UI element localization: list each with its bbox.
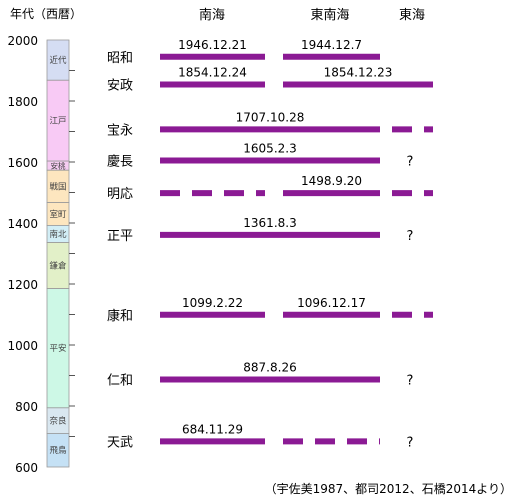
- y-tick-label: 1400: [7, 217, 38, 231]
- event-date-label: 887.8.26: [243, 360, 296, 374]
- y-tick-label: 1800: [7, 95, 38, 109]
- y-tick-label: 1600: [7, 156, 38, 170]
- y-axis-title: 年代（西暦）: [10, 7, 82, 21]
- era-label-明応: 明応: [107, 187, 133, 202]
- period-label: 平安: [49, 343, 66, 354]
- era-label-宝永: 宝永: [107, 123, 133, 138]
- event-date-label: 1099.2.22: [182, 296, 243, 310]
- y-tick-label: 600: [15, 461, 38, 475]
- source-note: （宇佐美1987、都司2012、石橋2014より）: [265, 482, 512, 496]
- event-date-label: 1946.12.21: [178, 38, 247, 52]
- era-label-正平: 正平: [107, 229, 133, 244]
- y-tick-label: 1000: [7, 339, 38, 353]
- event-date-label: 1605.2.3: [243, 141, 296, 155]
- event-date-label: 1944.12.7: [301, 38, 362, 52]
- period-label: 鎌倉: [49, 261, 67, 272]
- unknown-marker: ?: [407, 154, 414, 169]
- column-headers: 南海 東南海 東海: [199, 7, 425, 23]
- event-date-label: 1854.12.24: [178, 66, 247, 80]
- period-飛鳥: [46, 433, 70, 468]
- column-header-東海: 東海: [399, 7, 425, 23]
- period-label: 奈良: [49, 416, 67, 427]
- period-label: 南北: [49, 229, 67, 240]
- era-label-慶長: 慶長: [107, 154, 133, 169]
- era-label-康和: 康和: [107, 308, 133, 324]
- period-label: 江戸: [49, 117, 66, 127]
- y-tick-label: 800: [15, 400, 38, 414]
- era-label-天武: 天武: [107, 435, 133, 450]
- event-date-label: 1096.12.17: [297, 296, 366, 310]
- period-label: 戦国: [49, 181, 66, 192]
- event-date-label: 1498.9.20: [301, 174, 362, 188]
- era-label-昭和: 昭和: [107, 51, 133, 66]
- column-header-東南海: 東南海: [310, 7, 349, 23]
- y-axis: 600 800 1000 1200 1400 1600 1800 2000: [7, 34, 75, 475]
- event-date-label: 1854.12.23: [324, 66, 393, 80]
- y-tick-label: 2000: [7, 34, 38, 48]
- unknown-marker: ?: [407, 435, 414, 450]
- period-label: 室町: [49, 209, 67, 220]
- period-label: 近代: [49, 55, 67, 66]
- event-date-label: 1707.10.28: [236, 110, 305, 124]
- era-label-安政: 安政: [107, 79, 133, 94]
- event-date-label: 1361.8.3: [243, 216, 296, 230]
- earthquake-events: 昭和 1946.12.21 1944.12.7 安政 1854.12.24 1854.12…: [107, 38, 433, 450]
- y-tick-label: 1200: [7, 278, 38, 292]
- unknown-marker: ?: [407, 229, 414, 244]
- era-label-仁和: 仁和: [107, 373, 133, 388]
- event-date-label: 684.11.29: [182, 422, 243, 436]
- period-label: 安桃: [51, 161, 66, 171]
- unknown-marker: ?: [407, 373, 414, 388]
- column-header-南海: 南海: [199, 7, 225, 23]
- period-label: 飛鳥: [49, 445, 67, 456]
